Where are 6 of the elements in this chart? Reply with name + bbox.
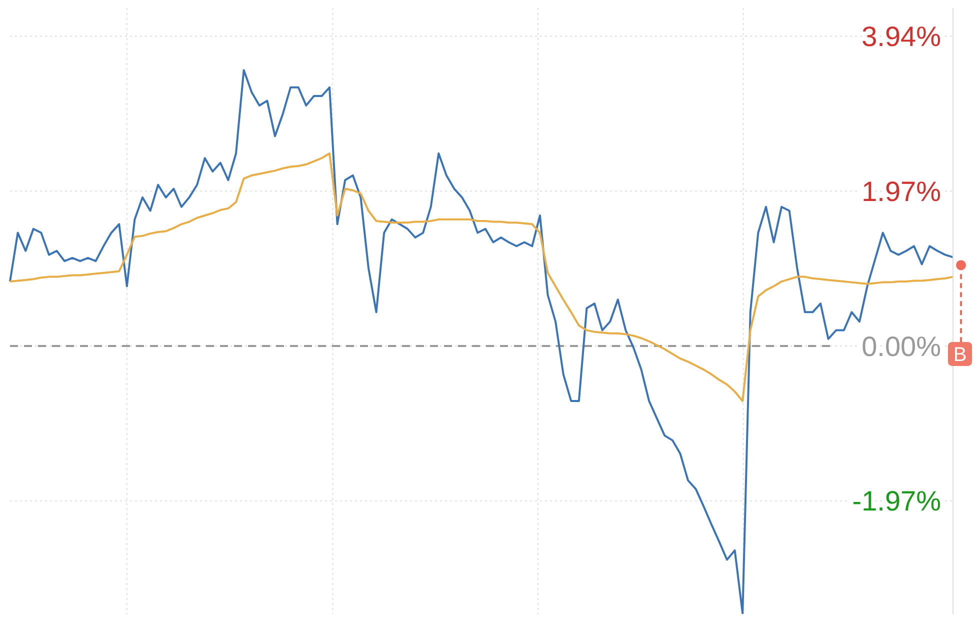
y-tick-label: 3.94% bbox=[862, 21, 941, 52]
line-series bbox=[9, 69, 954, 614]
line-series bbox=[9, 152, 954, 402]
y-tick-label: 0.00% bbox=[862, 330, 941, 362]
y-tick-label: -1.97% bbox=[852, 486, 941, 517]
y-tick-label: 1.97% bbox=[862, 176, 941, 207]
